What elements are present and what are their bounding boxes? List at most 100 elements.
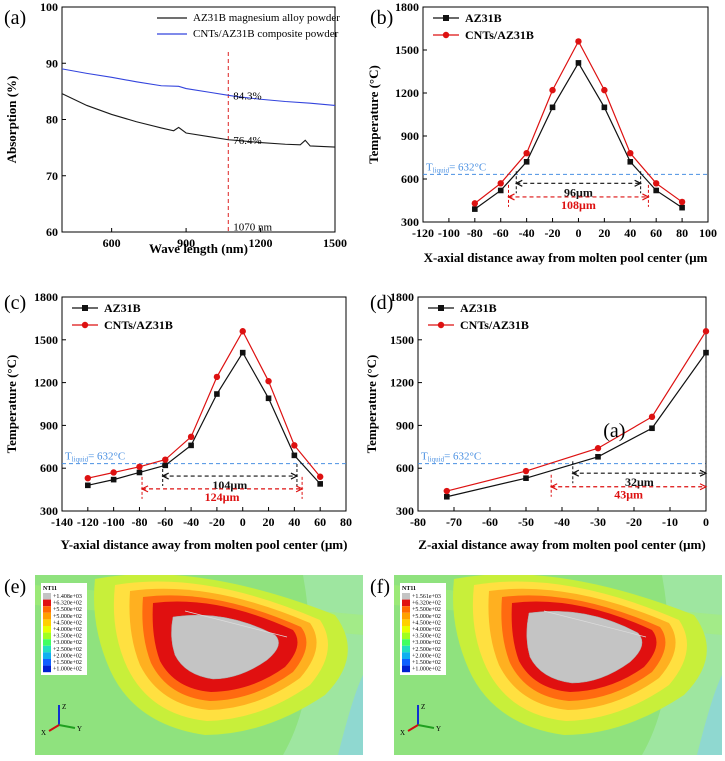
dimension-label: 43μm xyxy=(614,488,643,502)
x-tick-label: -30 xyxy=(590,515,606,529)
dimension-label: 96μm xyxy=(564,185,593,199)
legend-label: AZ31B xyxy=(460,301,497,315)
sim-legend-swatch xyxy=(43,612,51,620)
sim-legend-value: +1.500e+02 xyxy=(412,660,441,666)
sim-molten-pool xyxy=(526,611,643,684)
panel-letter: (d) xyxy=(370,292,393,314)
data-point-circle xyxy=(162,456,169,463)
data-point-circle xyxy=(702,328,710,335)
sim-legend-swatch xyxy=(43,639,51,646)
sim-legend-value: +1.000e+02 xyxy=(412,667,441,673)
sim-legend-value: +3.000e+02 xyxy=(412,640,441,646)
legend-marker-circle xyxy=(81,321,89,329)
y-tick-label: 300 xyxy=(40,504,58,518)
data-point-square xyxy=(214,391,220,397)
x-tick-label: 900 xyxy=(177,236,195,250)
data-point-square xyxy=(188,442,194,449)
legend-label: CNTs/AZ31B xyxy=(460,318,529,332)
data-point-square xyxy=(444,493,450,500)
sim-legend-value: +6.320e+02 xyxy=(53,601,82,607)
sim-legend-swatch xyxy=(43,599,51,607)
y-axis-title: Temperature (°C) xyxy=(366,65,381,164)
x-tick-label: 1200 xyxy=(249,236,273,250)
data-point-square xyxy=(291,452,298,459)
plot-frame xyxy=(422,6,709,223)
legend-marker-square xyxy=(438,305,444,311)
legend-marker-circle xyxy=(437,321,445,329)
data-point-circle xyxy=(652,180,660,187)
liquidus-label: Tliquid= 632°C xyxy=(426,161,486,174)
data-point-circle xyxy=(316,473,324,480)
x-tick-label: -20 xyxy=(626,515,642,529)
data-point-square xyxy=(653,187,659,194)
data-point-circle xyxy=(471,200,479,207)
y-tick-label: 100 xyxy=(40,0,58,14)
y-tick-label: 80 xyxy=(46,113,58,127)
sim-legend-swatch xyxy=(402,652,410,659)
y-tick-label: 600 xyxy=(401,172,419,186)
data-point-circle xyxy=(187,433,195,441)
data-point-circle xyxy=(575,38,582,45)
legend-marker-square xyxy=(443,15,449,21)
sim-legend-swatch xyxy=(43,619,51,626)
chart-panel-a: (a) 600 900 1200 1500 60 70 80 90 100 Wave length … xyxy=(4,0,347,256)
plot-frame xyxy=(61,296,347,512)
chart-panel-d: (d) -80 -70 -60 -50 -40 -30 -20 -10 0 300 600 900 120… xyxy=(364,290,710,552)
triad-y-label: Y xyxy=(436,725,441,733)
sim-legend-value: +5.500e+02 xyxy=(53,607,82,613)
sim-legend-title: NT11 xyxy=(43,586,57,592)
sim-molten-pool xyxy=(171,614,279,680)
sim-legend-value: +1.500e+02 xyxy=(53,660,82,666)
coordinate-triad: Z Y X xyxy=(400,703,441,737)
sim-field xyxy=(35,575,363,755)
sim-legend: NT11 +1.561e+03+6.320e+02+5.500e+02+5.000… xyxy=(400,583,446,675)
x-tick-label: -60 xyxy=(482,515,498,529)
sim-legend-swatch xyxy=(43,652,51,659)
x-axis-title: Y-axial distance away from molten pool c… xyxy=(61,537,348,552)
x-tick-label: -100 xyxy=(438,226,460,240)
triad-y-axis xyxy=(58,724,76,729)
dimension-label: 108μm xyxy=(561,198,596,212)
y-tick-label: 1800 xyxy=(34,290,58,304)
x-tick-label: -100 xyxy=(103,515,125,529)
data-point-circle xyxy=(523,150,530,157)
sim-legend-value: +3.000e+02 xyxy=(53,640,82,646)
x-tick-label: 40 xyxy=(624,226,636,240)
sim-legend: NT11 +1.408e+03+6.320e+02+5.500e+02+5.000… xyxy=(41,583,87,675)
series-line-2 xyxy=(61,68,336,106)
sim-legend-value: +4.000e+02 xyxy=(53,627,82,633)
sim-legend-swatch xyxy=(43,626,51,633)
sim-pool-edge xyxy=(543,610,647,638)
data-point-square xyxy=(703,349,709,356)
x-tick-label: 1500 xyxy=(323,236,347,250)
data-point-square xyxy=(239,349,246,356)
data-point-circle xyxy=(239,328,246,335)
simulation-panel-e: (e) NT11 +1.408e+03+6.320e+02+5.500e+02+5.… xyxy=(4,575,363,755)
x-tick-label: -80 xyxy=(410,515,426,529)
simulation-panel-f: (f) NT11 +1.561e+03+6.320e+02+5.500e+02+5.… xyxy=(370,575,722,755)
x-tick-label: 20 xyxy=(263,515,275,529)
data-point-circle xyxy=(627,150,634,157)
data-point-circle xyxy=(265,377,272,385)
data-point-square xyxy=(649,425,655,432)
y-tick-label: 1800 xyxy=(390,290,414,304)
y-tick-label: 1200 xyxy=(390,376,414,390)
sim-cool-band xyxy=(697,675,722,755)
annotation-label: 84.3% xyxy=(233,90,261,102)
y-tick-label: 300 xyxy=(401,215,419,229)
x-tick-label: 0 xyxy=(240,515,246,529)
triad-y-axis xyxy=(417,724,435,729)
x-tick-label: 60 xyxy=(650,226,662,240)
data-point-square xyxy=(575,60,582,66)
y-axis-title: Temperature (°C) xyxy=(4,355,19,454)
x-tick-label: -80 xyxy=(467,226,483,240)
data-point-circle xyxy=(594,445,602,452)
sim-cool-band xyxy=(338,675,363,755)
x-tick-label: -70 xyxy=(446,515,462,529)
x-tick-label: 100 xyxy=(699,226,717,240)
series-line-1 xyxy=(61,93,336,148)
x-tick-label: 80 xyxy=(340,515,352,529)
panel-letter: (e) xyxy=(4,576,26,598)
x-tick-label: -120 xyxy=(77,515,99,529)
sim-legend-swatch xyxy=(402,593,410,600)
